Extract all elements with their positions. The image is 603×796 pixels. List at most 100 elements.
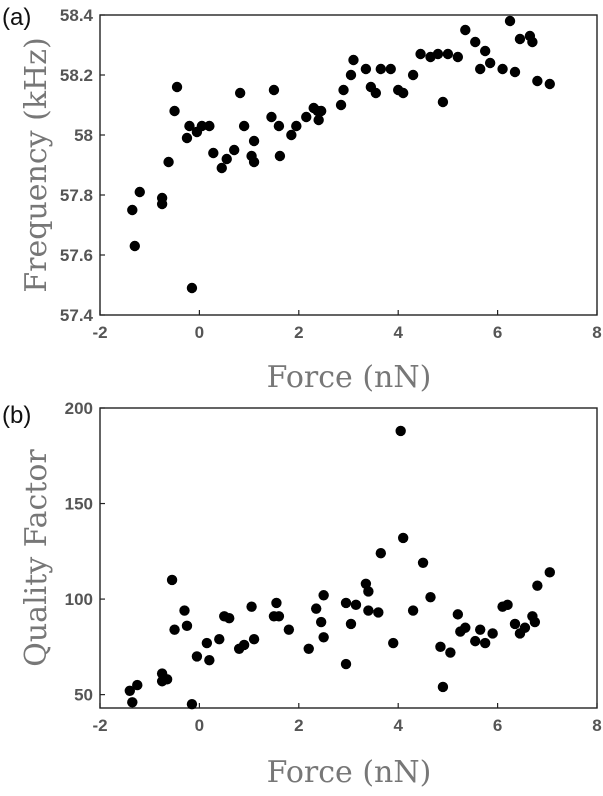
y-tick-label: 58.4: [60, 6, 94, 25]
data-point: [385, 63, 396, 75]
data-point: [291, 120, 302, 132]
data-point: [238, 639, 250, 651]
data-point: [274, 150, 286, 162]
data-point: [509, 618, 521, 630]
data-point: [345, 69, 357, 81]
data-point: [475, 63, 486, 75]
panel-b-quality-factor-chart: (b) -2 0 2 4 6 8 50 100 150 200 Force (nN) Qualit…: [2, 399, 602, 790]
data-point: [127, 697, 138, 708]
data-point: [432, 48, 444, 60]
data-point: [363, 586, 374, 597]
x-tick-label: 2: [294, 716, 303, 735]
data-point: [532, 75, 543, 87]
data-point: [134, 186, 145, 198]
panel-b-y-axis-title: Quality Factor: [19, 449, 54, 667]
data-point: [395, 425, 406, 437]
data-point: [407, 605, 419, 616]
data-point: [214, 634, 225, 645]
data-point: [246, 601, 257, 612]
data-point: [196, 120, 208, 132]
data-point: [502, 599, 513, 611]
data-point: [509, 66, 521, 78]
data-point: [397, 532, 409, 544]
y-tick-label: 58.2: [60, 66, 93, 85]
data-point: [532, 580, 543, 591]
data-point: [437, 681, 449, 693]
data-point: [268, 84, 280, 96]
panel-b-points: [124, 425, 555, 710]
x-tick-label: 4: [393, 323, 403, 342]
data-point: [184, 120, 195, 132]
panel-a-frequency-chart: (a) -2 0 2 4 6 8 57.4 57.6 57.8 58 58.2 58.4 Force …: [2, 4, 602, 395]
data-point: [487, 628, 498, 639]
data-point: [224, 612, 235, 624]
data-point: [273, 611, 285, 622]
data-point: [179, 605, 190, 616]
data-point: [504, 15, 516, 27]
data-point: [460, 622, 471, 633]
data-point: [169, 105, 180, 117]
panel-b-x-axis-title: Force (nN): [267, 755, 432, 790]
data-point: [497, 63, 508, 75]
data-point: [363, 605, 374, 616]
data-point: [156, 192, 168, 204]
data-point: [350, 599, 362, 611]
data-point: [161, 674, 173, 685]
data-point: [514, 33, 526, 45]
x-tick-label: 4: [393, 716, 403, 735]
panel-a-y-axis-title: Frequency (kHz): [19, 37, 54, 292]
data-point: [301, 111, 312, 123]
data-point: [315, 105, 327, 117]
panel-b-label: (b): [2, 402, 31, 429]
x-tick-label: 6: [493, 716, 502, 735]
data-point: [415, 48, 426, 60]
data-point: [271, 597, 282, 609]
data-point: [303, 643, 314, 654]
data-point: [216, 162, 227, 174]
data-point: [340, 658, 352, 670]
panel-a-points: [127, 15, 555, 294]
data-point: [248, 135, 260, 147]
data-point: [171, 81, 183, 93]
y-tick-label: 50: [74, 686, 93, 705]
x-tick-label: 8: [592, 716, 601, 735]
data-point: [248, 156, 260, 168]
data-point: [248, 634, 260, 645]
y-tick-label: 150: [65, 495, 93, 514]
data-point: [435, 641, 446, 653]
data-point: [169, 624, 180, 635]
data-point: [191, 651, 203, 662]
data-point: [375, 63, 387, 75]
data-point: [124, 685, 136, 697]
data-point: [452, 51, 464, 63]
data-point: [335, 99, 347, 111]
x-tick-label: -2: [92, 716, 107, 735]
data-point: [204, 120, 215, 132]
data-point: [484, 57, 496, 69]
data-point: [186, 282, 198, 294]
data-point: [373, 607, 384, 618]
data-point: [519, 622, 531, 633]
data-point: [181, 620, 193, 632]
data-point: [286, 129, 297, 141]
x-tick-label: 6: [493, 323, 502, 342]
data-point: [228, 144, 240, 156]
data-point: [397, 87, 409, 99]
data-point: [340, 597, 352, 609]
data-point: [221, 153, 232, 165]
data-point: [127, 204, 138, 216]
y-tick-label: 58: [74, 126, 93, 145]
panel-a-ticks: -2 0 2 4 6 8 57.4 57.6 57.8 58 58.2 58.4: [60, 6, 602, 342]
x-tick-label: 8: [592, 323, 601, 342]
data-point: [345, 618, 357, 630]
data-point: [437, 96, 449, 108]
data-point: [375, 548, 387, 559]
data-point: [452, 609, 464, 620]
data-point: [470, 36, 481, 48]
y-tick-label: 200: [65, 399, 93, 418]
data-point: [238, 120, 250, 132]
data-point: [425, 591, 436, 603]
data-point: [544, 567, 555, 578]
data-point: [529, 616, 541, 628]
data-point: [442, 48, 454, 60]
